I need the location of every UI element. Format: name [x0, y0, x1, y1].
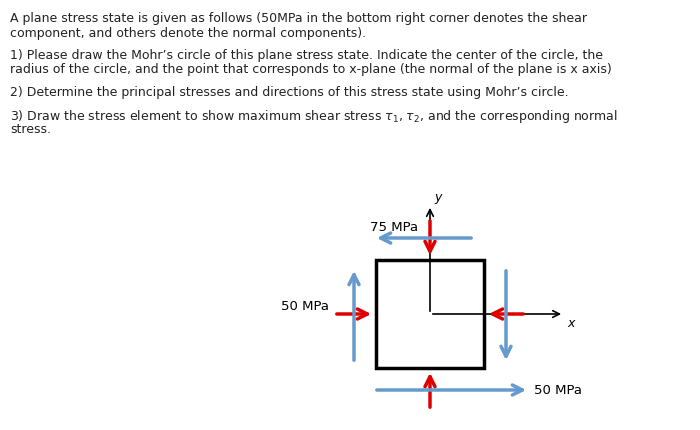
Text: 50 MPa: 50 MPa: [534, 384, 582, 396]
Text: 1) Please draw the Mohr’s circle of this plane stress state. Indicate the center: 1) Please draw the Mohr’s circle of this…: [10, 49, 603, 62]
Text: 3) Draw the stress element to show maximum shear stress $\tau_1$, $\tau_2$, and : 3) Draw the stress element to show maxim…: [10, 108, 618, 125]
Text: 50 MPa: 50 MPa: [281, 300, 329, 313]
Text: component, and others denote the normal components).: component, and others denote the normal …: [10, 26, 366, 40]
Text: x: x: [567, 316, 575, 329]
Text: 75 MPa: 75 MPa: [370, 221, 418, 233]
Bar: [376, 261, 484, 368]
Text: stress.: stress.: [10, 123, 51, 136]
Text: 2) Determine the principal stresses and directions of this stress state using Mo: 2) Determine the principal stresses and …: [10, 86, 568, 99]
Text: y: y: [434, 190, 442, 203]
Text: radius of the circle, and the point that corresponds to x-plane (the normal of t: radius of the circle, and the point that…: [10, 63, 612, 76]
Text: A plane stress state is given as follows (50MPa in the bottom right corner denot: A plane stress state is given as follows…: [10, 12, 587, 25]
